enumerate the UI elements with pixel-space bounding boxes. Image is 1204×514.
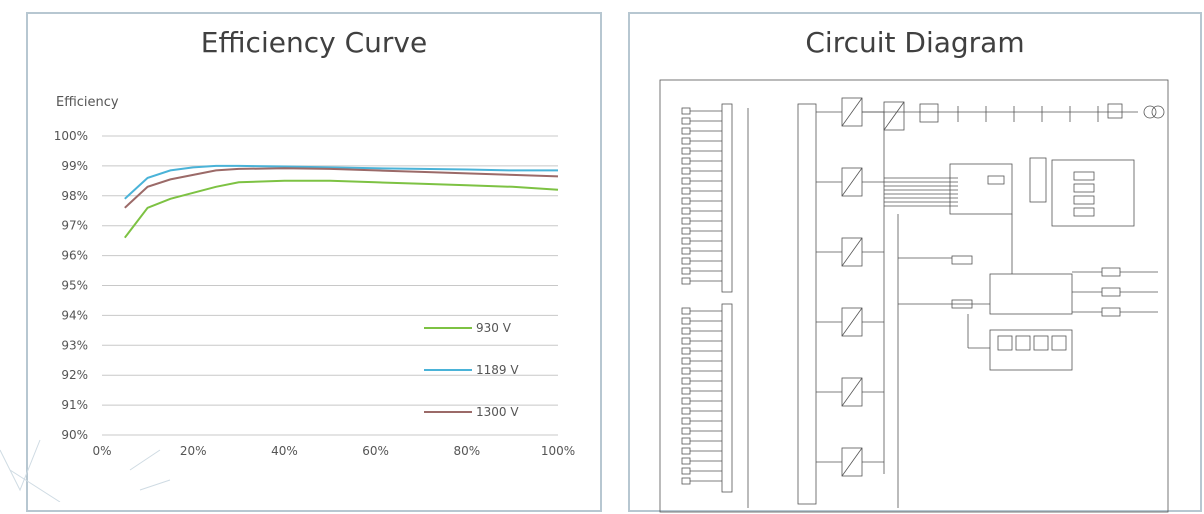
efficiency-curve-title: Efficiency Curve [200, 26, 428, 59]
x-tick-label: 40% [271, 444, 298, 458]
decorative-lines [0, 439, 171, 502]
y-tick-label: 99% [61, 159, 88, 173]
y-tick-label: 91% [61, 398, 88, 412]
efficiency-curve-panel: Efficiency Curve Efficiency 100% 99% 98% 97%… [26, 12, 602, 512]
legend-label-2: 1300 V [476, 405, 519, 419]
series-line-1 [124, 164, 558, 200]
y-tick-label: 90% [61, 428, 88, 442]
x-tick-label: 60% [362, 444, 389, 458]
x-tick-label: 80% [453, 444, 480, 458]
x-tick-label: 0% [92, 444, 111, 458]
legend-label-1: 1189 V [476, 363, 519, 377]
y-tick-label: 96% [61, 249, 88, 263]
y-tick-label: 94% [61, 308, 88, 322]
y-axis-label: Efficiency [56, 95, 119, 110]
y-tick-label: 97% [61, 219, 88, 233]
circuit-diagram-panel: Circuit Diagram [628, 12, 1202, 513]
series-line-0 [124, 179, 559, 239]
x-tick-label: 100% [541, 444, 575, 458]
circuit-diagram [659, 79, 1169, 513]
series-line-2 [124, 167, 559, 209]
y-tick-label: 100% [54, 129, 88, 143]
circuit-diagram-title: Circuit Diagram [805, 26, 1025, 59]
y-tick-label: 93% [61, 338, 88, 352]
y-tick-label: 92% [61, 368, 88, 382]
efficiency-chart: Efficiency 100% 99% 98% 97% 96% 95% 94% 93% 92% 91… [54, 95, 575, 458]
y-tick-label: 95% [61, 279, 88, 293]
legend-label-0: 930 V [476, 321, 512, 335]
x-tick-label: 20% [180, 444, 207, 458]
y-tick-label: 98% [61, 189, 88, 203]
